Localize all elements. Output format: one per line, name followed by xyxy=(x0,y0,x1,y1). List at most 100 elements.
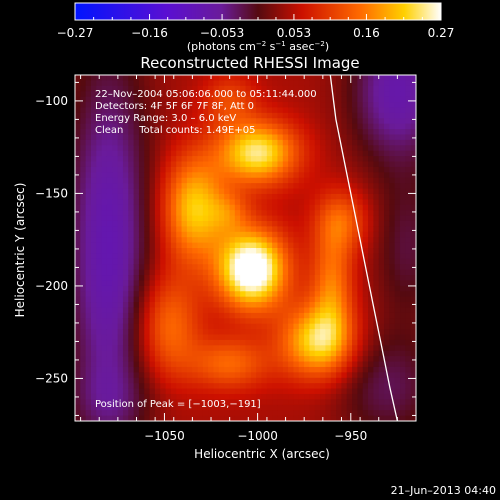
heatmap-cell xyxy=(176,399,183,406)
heatmap-cell xyxy=(160,161,167,168)
heatmap-cell xyxy=(325,329,332,336)
heatmap-cell xyxy=(138,404,145,411)
heatmap-cell xyxy=(90,302,97,309)
heatmap-cell xyxy=(133,145,140,152)
heatmap-cell xyxy=(197,220,204,227)
heatmap-cell xyxy=(186,275,193,282)
heatmap-cell xyxy=(357,345,364,352)
heatmap-cell xyxy=(138,356,145,363)
heatmap-cell xyxy=(117,231,124,238)
heatmap-cell xyxy=(240,80,247,87)
heatmap-cell xyxy=(128,210,135,217)
heatmap-cell xyxy=(309,258,316,265)
heatmap-cell xyxy=(405,172,412,179)
heatmap-cell xyxy=(405,183,412,190)
heatmap-cell xyxy=(272,242,279,249)
heatmap-cell xyxy=(362,253,369,260)
heatmap-cell xyxy=(192,193,199,200)
heatmap-cell xyxy=(378,172,385,179)
heatmap-cell xyxy=(192,393,199,400)
heatmap-cell xyxy=(213,372,220,379)
heatmap-cell xyxy=(85,248,92,255)
heatmap-cell xyxy=(170,248,177,255)
heatmap-cell xyxy=(224,366,231,373)
heatmap-cell xyxy=(245,129,252,136)
heatmap-cell xyxy=(85,145,92,152)
heatmap-cell xyxy=(325,258,332,265)
heatmap-cell xyxy=(341,210,348,217)
heatmap-cell xyxy=(288,177,295,184)
heatmap-cell xyxy=(250,350,257,357)
heatmap-cell xyxy=(346,150,353,157)
heatmap-cell xyxy=(272,75,279,82)
heatmap-cell xyxy=(357,377,364,384)
heatmap-cell xyxy=(106,269,113,276)
heatmap-cell xyxy=(240,253,247,260)
heatmap-cell xyxy=(101,356,108,363)
heatmap-cell xyxy=(314,118,321,125)
heatmap-cell xyxy=(266,161,273,168)
heatmap-cell xyxy=(90,166,97,173)
heatmap-cell xyxy=(400,150,406,157)
heatmap-cell xyxy=(165,275,172,282)
heatmap-cell xyxy=(282,345,289,352)
heatmap-cell xyxy=(213,248,220,255)
heatmap-cell xyxy=(224,237,231,244)
heatmap-cell xyxy=(384,210,390,217)
heatmap-cell xyxy=(170,275,177,282)
heatmap-cell xyxy=(405,302,412,309)
heatmap-cell xyxy=(389,91,396,98)
heatmap-cell xyxy=(165,145,172,152)
heatmap-cell xyxy=(304,388,311,395)
heatmap-cell xyxy=(234,150,241,157)
heatmap-cell xyxy=(320,145,327,152)
heatmap-cell xyxy=(229,329,236,336)
heatmap-cell xyxy=(85,85,92,92)
heatmap-cell xyxy=(149,393,156,400)
heatmap-cell xyxy=(133,123,140,130)
heatmap-cell xyxy=(229,80,236,87)
heatmap-cell xyxy=(277,156,284,163)
heatmap-cell xyxy=(389,134,396,141)
heatmap-cell xyxy=(250,150,257,157)
heatmap-cell xyxy=(80,91,87,98)
heatmap-cell xyxy=(101,275,108,282)
heatmap-cell xyxy=(234,237,241,244)
heatmap-cell xyxy=(325,372,332,379)
heatmap-cell xyxy=(384,134,390,141)
heatmap-cell xyxy=(154,129,161,136)
heatmap-cell xyxy=(245,150,252,157)
heatmap-cell xyxy=(341,231,348,238)
heatmap-cell xyxy=(384,302,390,309)
heatmap-cell xyxy=(128,85,135,92)
heatmap-cell xyxy=(400,393,406,400)
heatmap-cell xyxy=(170,172,177,179)
heatmap-cell xyxy=(224,220,231,227)
heatmap-cell xyxy=(325,220,332,227)
heatmap-cell xyxy=(272,334,279,341)
heatmap-cell xyxy=(368,129,374,136)
heatmap-cell xyxy=(293,177,300,184)
heatmap-cell xyxy=(112,404,119,411)
heatmap-cell xyxy=(410,215,416,222)
heatmap-cell xyxy=(266,372,273,379)
heatmap-cell xyxy=(144,393,151,400)
heatmap-cell xyxy=(80,145,87,152)
heatmap-cell xyxy=(90,350,97,357)
heatmap-cell xyxy=(320,258,327,265)
heatmap-cell xyxy=(149,123,156,130)
heatmap-cell xyxy=(256,129,263,136)
heatmap-cell xyxy=(117,258,124,265)
heatmap-cell xyxy=(272,231,279,238)
heatmap-cell xyxy=(352,112,358,119)
heatmap-cell xyxy=(197,280,204,287)
heatmap-cell xyxy=(368,237,374,244)
heatmap-cell xyxy=(106,264,113,271)
heatmap-cell xyxy=(197,264,204,271)
heatmap-cell xyxy=(213,199,220,206)
heatmap-cell xyxy=(122,215,129,222)
heatmap-cell xyxy=(117,339,124,346)
heatmap-cell xyxy=(373,253,380,260)
heatmap-cell xyxy=(261,280,268,287)
heatmap-cell xyxy=(240,377,247,384)
